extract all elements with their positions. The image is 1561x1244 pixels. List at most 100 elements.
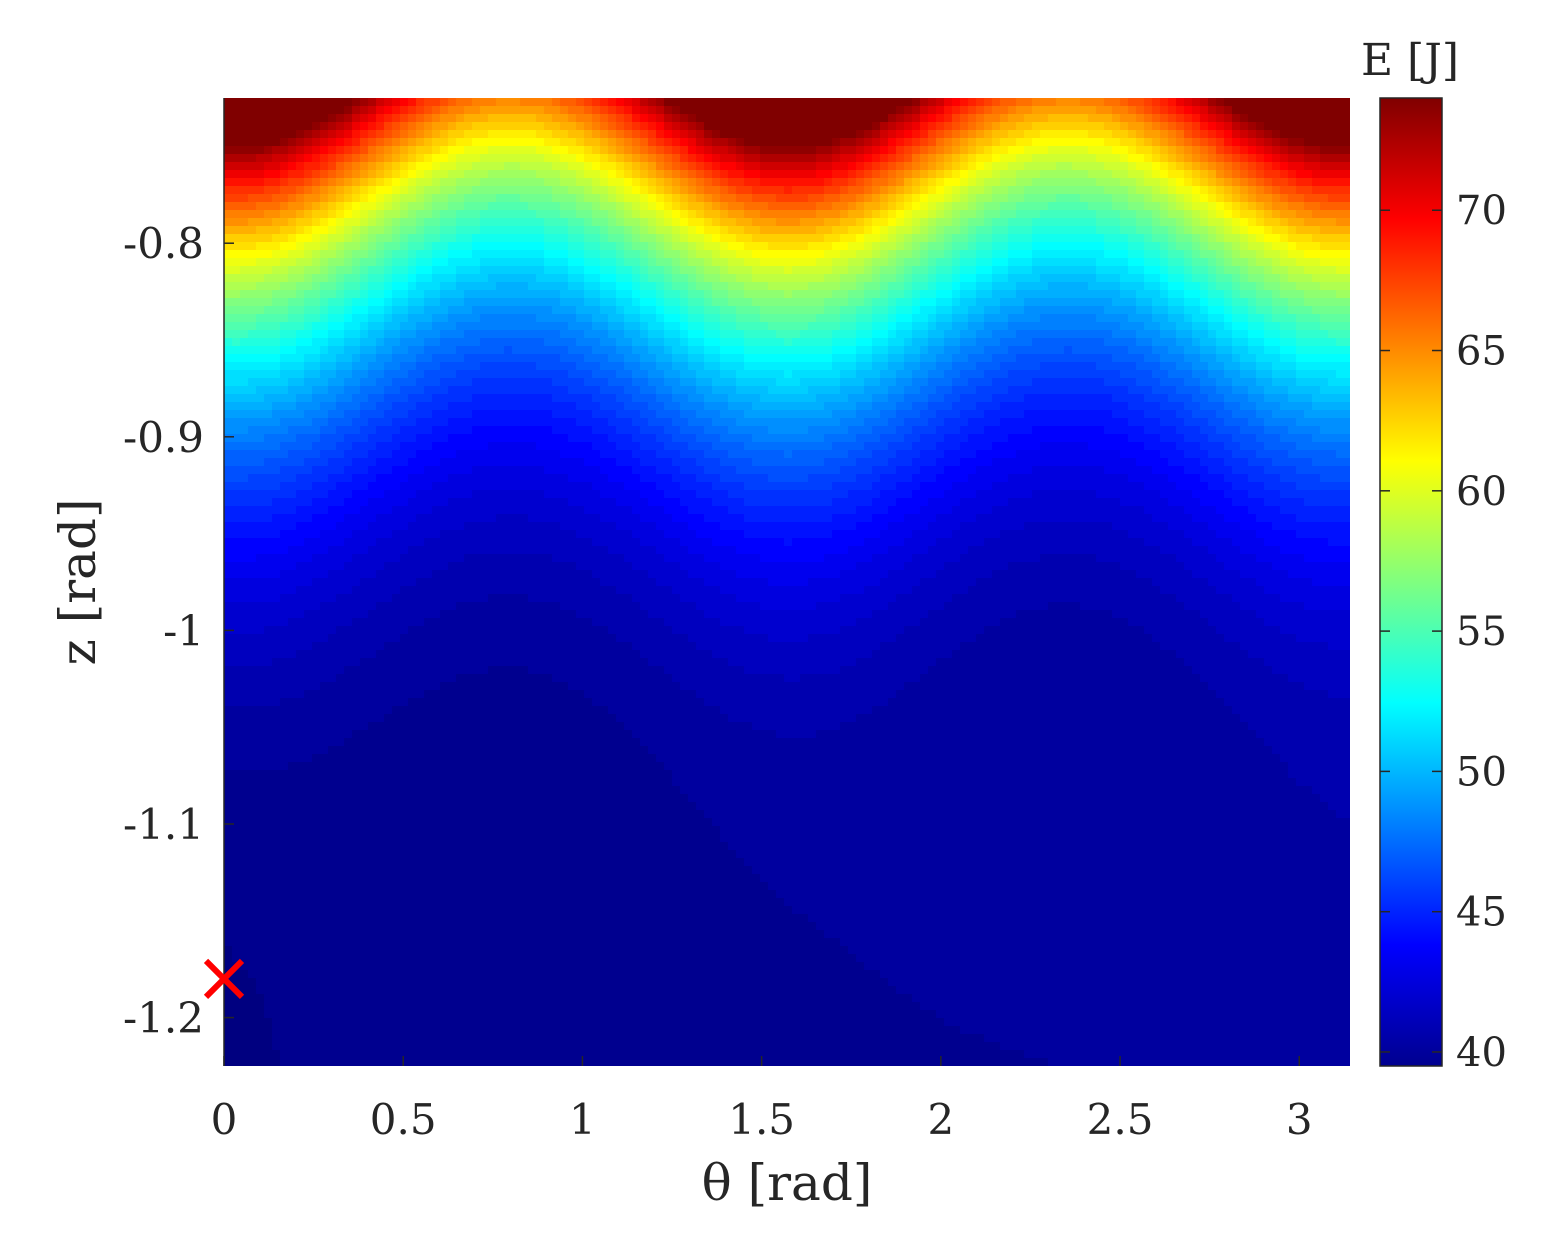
heatmap-cell [416,330,425,339]
heatmap-cell [1224,98,1233,107]
heatmap-cell [408,266,417,275]
heatmap-cell [1256,282,1265,291]
heatmap-cell [1048,114,1057,123]
heatmap-cell [776,274,785,283]
heatmap-cell [744,362,753,371]
heatmap-cell [1120,146,1129,155]
heatmap-cell [1216,282,1225,291]
heatmap-cell [1200,322,1209,331]
heatmap-cell [1080,250,1089,259]
heatmap-cell [816,218,825,227]
heatmap-cell [1024,114,1033,123]
heatmap-cell [376,282,385,291]
heatmap-cell [504,210,513,219]
heatmap-cell [912,306,921,315]
heatmap-cell [1168,274,1177,283]
heatmap-cell [384,298,393,307]
heatmap-cell [368,234,377,243]
heatmap-cell [272,218,281,227]
heatmap-cell [1296,322,1305,331]
heatmap-cell [1144,106,1153,115]
heatmap-cell [640,258,649,267]
heatmap-cell [1304,298,1313,307]
heatmap-cell [1296,306,1305,315]
heatmap-cell [1304,194,1313,203]
heatmap-cell [424,234,433,243]
heatmap-cell [1256,322,1265,331]
heatmap-cell [256,242,265,251]
heatmap-cell [728,210,737,219]
heatmap-cell [952,114,961,123]
heatmap-cell [552,266,561,275]
heatmap-cell [760,370,769,379]
heatmap-cell [320,234,329,243]
heatmap-cell [328,218,337,227]
heatmap-cell [1032,330,1041,339]
heatmap-cell [800,234,809,243]
heatmap-cell [904,194,913,203]
heatmap-cell [968,242,977,251]
heatmap-cell [616,186,625,195]
heatmap-cell [600,378,609,387]
heatmap-cell [1136,130,1145,139]
heatmap-cell [1096,130,1105,139]
heatmap-cell [560,170,569,179]
heatmap-cell [1264,138,1273,147]
heatmap-cell [360,290,369,299]
heatmap-cell [600,234,609,243]
heatmap-cell [624,258,633,267]
heatmap-cell [320,138,329,147]
heatmap-cell [1064,298,1073,307]
heatmap-cell [328,322,337,331]
heatmap-cell [376,274,385,283]
heatmap-cell [848,178,857,187]
heatmap-cell [552,210,561,219]
heatmap-cell [248,154,257,163]
heatmap-cell [896,194,905,203]
heatmap-cell [760,274,769,283]
heatmap-cell [736,290,745,299]
heatmap-cell [928,314,937,323]
heatmap-cell [696,338,705,347]
heatmap-cell [976,218,985,227]
heatmap-cell [728,122,737,131]
heatmap-cell [488,266,497,275]
heatmap-cell [664,226,673,235]
heatmap-cell [1256,258,1265,267]
heatmap-cell [456,226,465,235]
heatmap-cell [1168,266,1177,275]
heatmap-cell [712,298,721,307]
heatmap-cell [720,362,729,371]
heatmap-cell [744,258,753,267]
heatmap-cell [840,178,849,187]
heatmap-cell [360,362,369,371]
heatmap-cell [1048,298,1057,307]
heatmap-cell [456,370,465,379]
heatmap-cell [1080,146,1089,155]
heatmap-cell [720,202,729,211]
heatmap-cell [272,274,281,283]
heatmap-cell [688,250,697,259]
heatmap-cell [464,274,473,283]
heatmap-cell [1080,186,1089,195]
heatmap-cell [992,322,1001,331]
heatmap-cell [336,354,345,363]
heatmap-cell [232,298,241,307]
heatmap-cell [488,290,497,299]
heatmap-cell [624,306,633,315]
heatmap-cell [616,314,625,323]
heatmap-cell [1312,154,1321,163]
heatmap-cell [440,210,449,219]
heatmap-cell [640,170,649,179]
heatmap-cell [440,178,449,187]
heatmap-cell [720,274,729,283]
heatmap-cell [1032,210,1041,219]
heatmap-cell [480,314,489,323]
heatmap-cell [1184,242,1193,251]
heatmap-cell [1344,234,1350,243]
heatmap-cell [624,250,633,259]
heatmap-cell [904,346,913,355]
heatmap-cell [1000,274,1009,283]
heatmap-cell [944,258,953,267]
heatmap-cell [656,138,665,147]
